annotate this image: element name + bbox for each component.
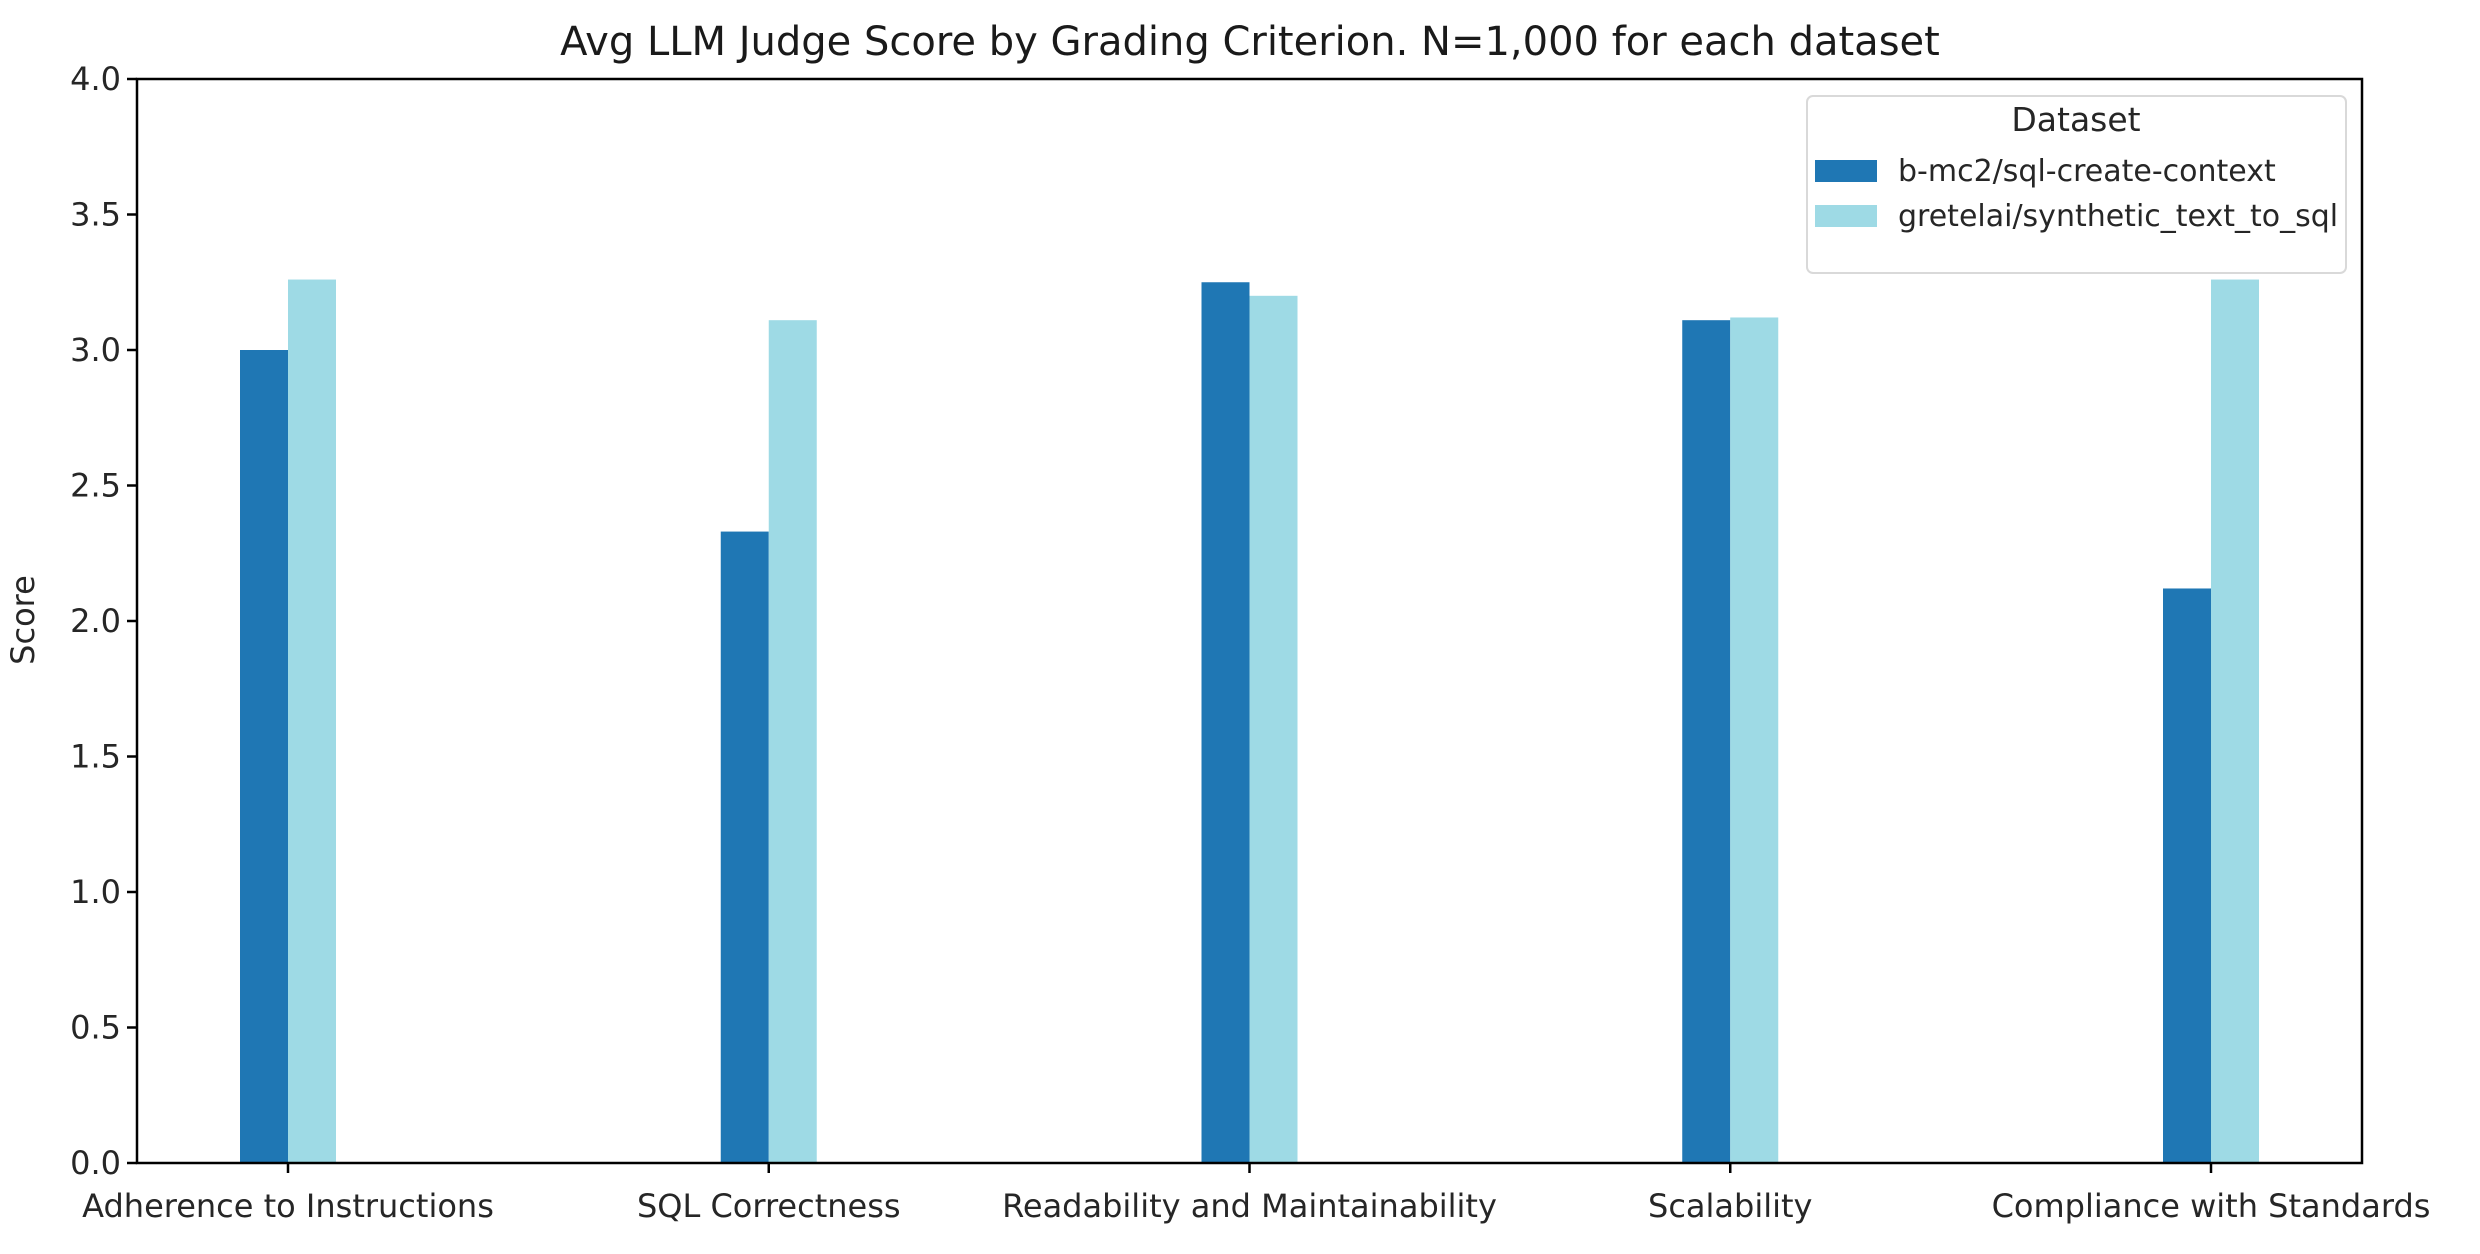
y-tick-label: 3.5 — [70, 196, 121, 234]
y-axis-label: Score — [4, 575, 42, 665]
bar-readability-and-maintainability-0 — [1201, 282, 1250, 1163]
y-axis-ticks: 0.0 0.5 1.0 1.5 2.0 2.5 3.0 3.5 4.0 — [70, 60, 137, 1182]
x-tick-label: SQL Correctness — [637, 1187, 901, 1225]
x-tick-label: Readability and Maintainability — [1002, 1187, 1497, 1225]
y-tick-label: 4.0 — [70, 60, 121, 98]
bar-adherence-to-instructions-0 — [240, 350, 288, 1163]
bar-readability-and-maintainability-1 — [1249, 295, 1298, 1163]
bar-sql-correctness-1 — [768, 320, 817, 1163]
y-tick-label: 1.5 — [70, 738, 121, 776]
x-tick-label: Scalability — [1648, 1187, 1812, 1225]
bar-scalability-0 — [1682, 320, 1731, 1163]
y-tick-label: 2.0 — [70, 602, 121, 640]
y-tick-label: 0.0 — [70, 1144, 121, 1182]
bar-compliance-with-standards-1 — [2211, 279, 2259, 1163]
y-tick-label: 0.5 — [70, 1009, 121, 1047]
x-axis-ticks: Adherence to Instructions SQL Correctness… — [82, 1163, 2430, 1225]
bars-group — [240, 279, 2259, 1164]
bar-sql-correctness-0 — [720, 531, 769, 1163]
bar-adherence-to-instructions-1 — [288, 279, 336, 1163]
legend-label-sql-create-context: b-mc2/sql-create-context — [1898, 154, 2276, 189]
y-tick-label: 3.0 — [70, 331, 121, 369]
legend-box — [1806, 95, 2347, 274]
chart-title: Avg LLM Judge Score by Grading Criterion… — [560, 19, 1940, 65]
legend-title: Dataset — [2011, 100, 2140, 139]
legend-swatch-sql-create-context — [1815, 160, 1877, 182]
legend-swatch-synthetic-text-to-sql — [1815, 205, 1877, 227]
x-tick-label: Adherence to Instructions — [82, 1187, 494, 1225]
y-tick-label: 1.0 — [70, 873, 121, 911]
legend-label-synthetic-text-to-sql: gretelai/synthetic_text_to_sql — [1898, 199, 2338, 234]
x-tick-label: Compliance with Standards — [1992, 1187, 2431, 1225]
bar-scalability-1 — [1730, 317, 1779, 1164]
plot-frame — [135, 77, 2364, 1165]
bar-compliance-with-standards-0 — [2163, 588, 2211, 1163]
y-tick-label: 2.5 — [70, 467, 121, 505]
legend: Dataset b-mc2/sql-create-context gretela… — [1806, 95, 2347, 274]
